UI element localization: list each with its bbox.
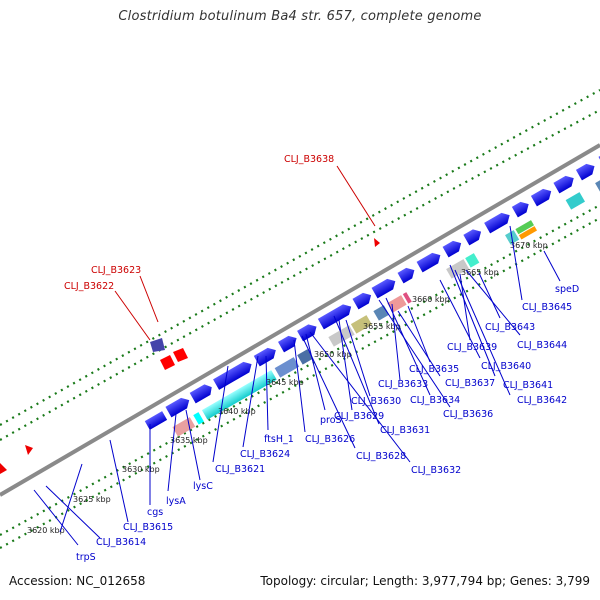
gc-content-track bbox=[0, 89, 600, 441]
tick-label: 3640 kbp bbox=[218, 407, 256, 416]
tick-label: 3655 kbp bbox=[363, 322, 401, 331]
cds-feature bbox=[484, 212, 510, 234]
cds-feature bbox=[352, 292, 372, 310]
cds-feature bbox=[297, 324, 317, 342]
gene-label-proS: proS bbox=[320, 415, 342, 426]
gene-label-cgs: cgs bbox=[147, 507, 163, 518]
reverse-strand-features bbox=[0, 238, 380, 474]
genome-backbone bbox=[0, 143, 600, 497]
gene-label-CLJ_B3638: CLJ_B3638 bbox=[284, 154, 334, 165]
gene-label-CLJ_B3641: CLJ_B3641 bbox=[503, 380, 553, 391]
gene-label-CLJ_B3639: CLJ_B3639 bbox=[447, 342, 497, 353]
cds-feature bbox=[25, 445, 33, 455]
gene-label-speD: speD bbox=[555, 284, 579, 295]
cds-feature bbox=[374, 238, 380, 247]
gene-label-CLJ_B3615: CLJ_B3615 bbox=[123, 522, 173, 533]
cds-feature bbox=[553, 175, 574, 194]
cds-feature bbox=[278, 335, 297, 353]
gene-label-CLJ_B3630: CLJ_B3630 bbox=[351, 396, 401, 407]
gene-label-CLJ_B3645: CLJ_B3645 bbox=[522, 302, 572, 313]
cds-feature bbox=[387, 295, 407, 313]
map-title: Clostridium botulinum Ba4 str. 657, comp… bbox=[118, 9, 482, 24]
gene-label-CLJ_B3634: CLJ_B3634 bbox=[410, 395, 460, 406]
cds-feature bbox=[397, 267, 415, 284]
cds-feature bbox=[173, 348, 188, 362]
gene-label-CLJ_B3629: CLJ_B3629 bbox=[334, 411, 384, 422]
topology-label: Topology: circular; Length: 3,977,794 bp… bbox=[260, 574, 590, 588]
gene-label-CLJ_B3623: CLJ_B3623 bbox=[91, 265, 141, 276]
cds-feature bbox=[165, 397, 190, 418]
gene-label-ftsH_1: ftsH_1 bbox=[264, 434, 294, 445]
cds-feature bbox=[297, 349, 314, 365]
cds-feature bbox=[463, 229, 482, 246]
gene-label-CLJ_B3614: CLJ_B3614 bbox=[96, 537, 146, 548]
cds-feature bbox=[595, 180, 600, 193]
gene-label-CLJ_B3643: CLJ_B3643 bbox=[485, 322, 535, 333]
gene-label-CLJ_B3633: CLJ_B3633 bbox=[378, 379, 428, 390]
label-leader-lines bbox=[33, 165, 561, 546]
gene-label-CLJ_B3631: CLJ_B3631 bbox=[380, 425, 430, 436]
cds-feature bbox=[213, 361, 252, 390]
gene-label-CLJ_B3632: CLJ_B3632 bbox=[411, 465, 461, 476]
tick-label: 3660 kbp bbox=[412, 295, 450, 304]
cds-feature bbox=[515, 220, 535, 235]
gene-label-CLJ_B3642: CLJ_B3642 bbox=[517, 395, 567, 406]
cds-feature bbox=[144, 411, 168, 430]
tick-label: 3650 kbp bbox=[314, 350, 352, 359]
cds-feature bbox=[518, 226, 538, 240]
gene-label-lysC: lysC bbox=[193, 481, 213, 492]
gene-label-CLJ_B3636: CLJ_B3636 bbox=[443, 409, 493, 420]
gene-label-CLJ_B3637: CLJ_B3637 bbox=[445, 378, 495, 389]
cds-feature bbox=[402, 292, 412, 304]
cds-feature bbox=[150, 338, 165, 352]
cds-feature bbox=[253, 347, 276, 367]
cds-feature bbox=[565, 192, 586, 210]
gene-label-CLJ_B3644: CLJ_B3644 bbox=[517, 340, 567, 351]
cds-feature bbox=[274, 357, 300, 378]
cds-feature bbox=[575, 163, 595, 181]
cds-feature bbox=[530, 188, 552, 207]
gene-label-CLJ_B3624: CLJ_B3624 bbox=[240, 449, 290, 460]
cds-feature bbox=[373, 305, 390, 321]
cds-feature bbox=[160, 355, 175, 370]
cds-feature bbox=[189, 384, 212, 404]
gene-label-CLJ_B3640: CLJ_B3640 bbox=[481, 361, 531, 372]
cds-feature bbox=[201, 370, 277, 420]
cds-feature bbox=[371, 278, 396, 299]
cds-feature bbox=[511, 201, 529, 218]
forward-strand-features bbox=[144, 146, 600, 430]
rna-feature bbox=[172, 417, 196, 437]
cds-feature bbox=[0, 463, 7, 474]
gene-label-CLJ_B3626: CLJ_B3626 bbox=[305, 434, 355, 445]
rna-feature bbox=[193, 412, 204, 425]
tick-label: 3670 kbp bbox=[510, 241, 548, 250]
gene-label-lysA: lysA bbox=[166, 496, 186, 507]
tick-label: 3620 kbp bbox=[27, 526, 65, 535]
cds-feature bbox=[350, 315, 372, 334]
tick-label: 3635 kbp bbox=[170, 436, 208, 445]
gene-label-trpS: trpS bbox=[76, 552, 96, 563]
scale-ticks: 3620 kbp 3625 kbp 3630 kbp 3635 kbp 3640… bbox=[27, 241, 548, 535]
tick-label: 3665 kbp bbox=[461, 268, 499, 277]
tick-label: 3630 kbp bbox=[122, 465, 160, 474]
cds-feature bbox=[442, 240, 462, 258]
gene-label-CLJ_B3621: CLJ_B3621 bbox=[215, 464, 265, 475]
accession-label: Accession: NC_012658 bbox=[9, 574, 146, 588]
gene-label-CLJ_B3622: CLJ_B3622 bbox=[64, 281, 114, 292]
tick-label: 3625 kbp bbox=[73, 495, 111, 504]
gene-label-CLJ_B3635: CLJ_B3635 bbox=[409, 364, 459, 375]
gene-label-CLJ_B3628: CLJ_B3628 bbox=[356, 451, 406, 462]
cds-feature bbox=[446, 259, 469, 279]
tick-label: 3645 kbp bbox=[266, 378, 304, 387]
cds-feature bbox=[465, 253, 480, 268]
cds-feature bbox=[416, 252, 441, 273]
